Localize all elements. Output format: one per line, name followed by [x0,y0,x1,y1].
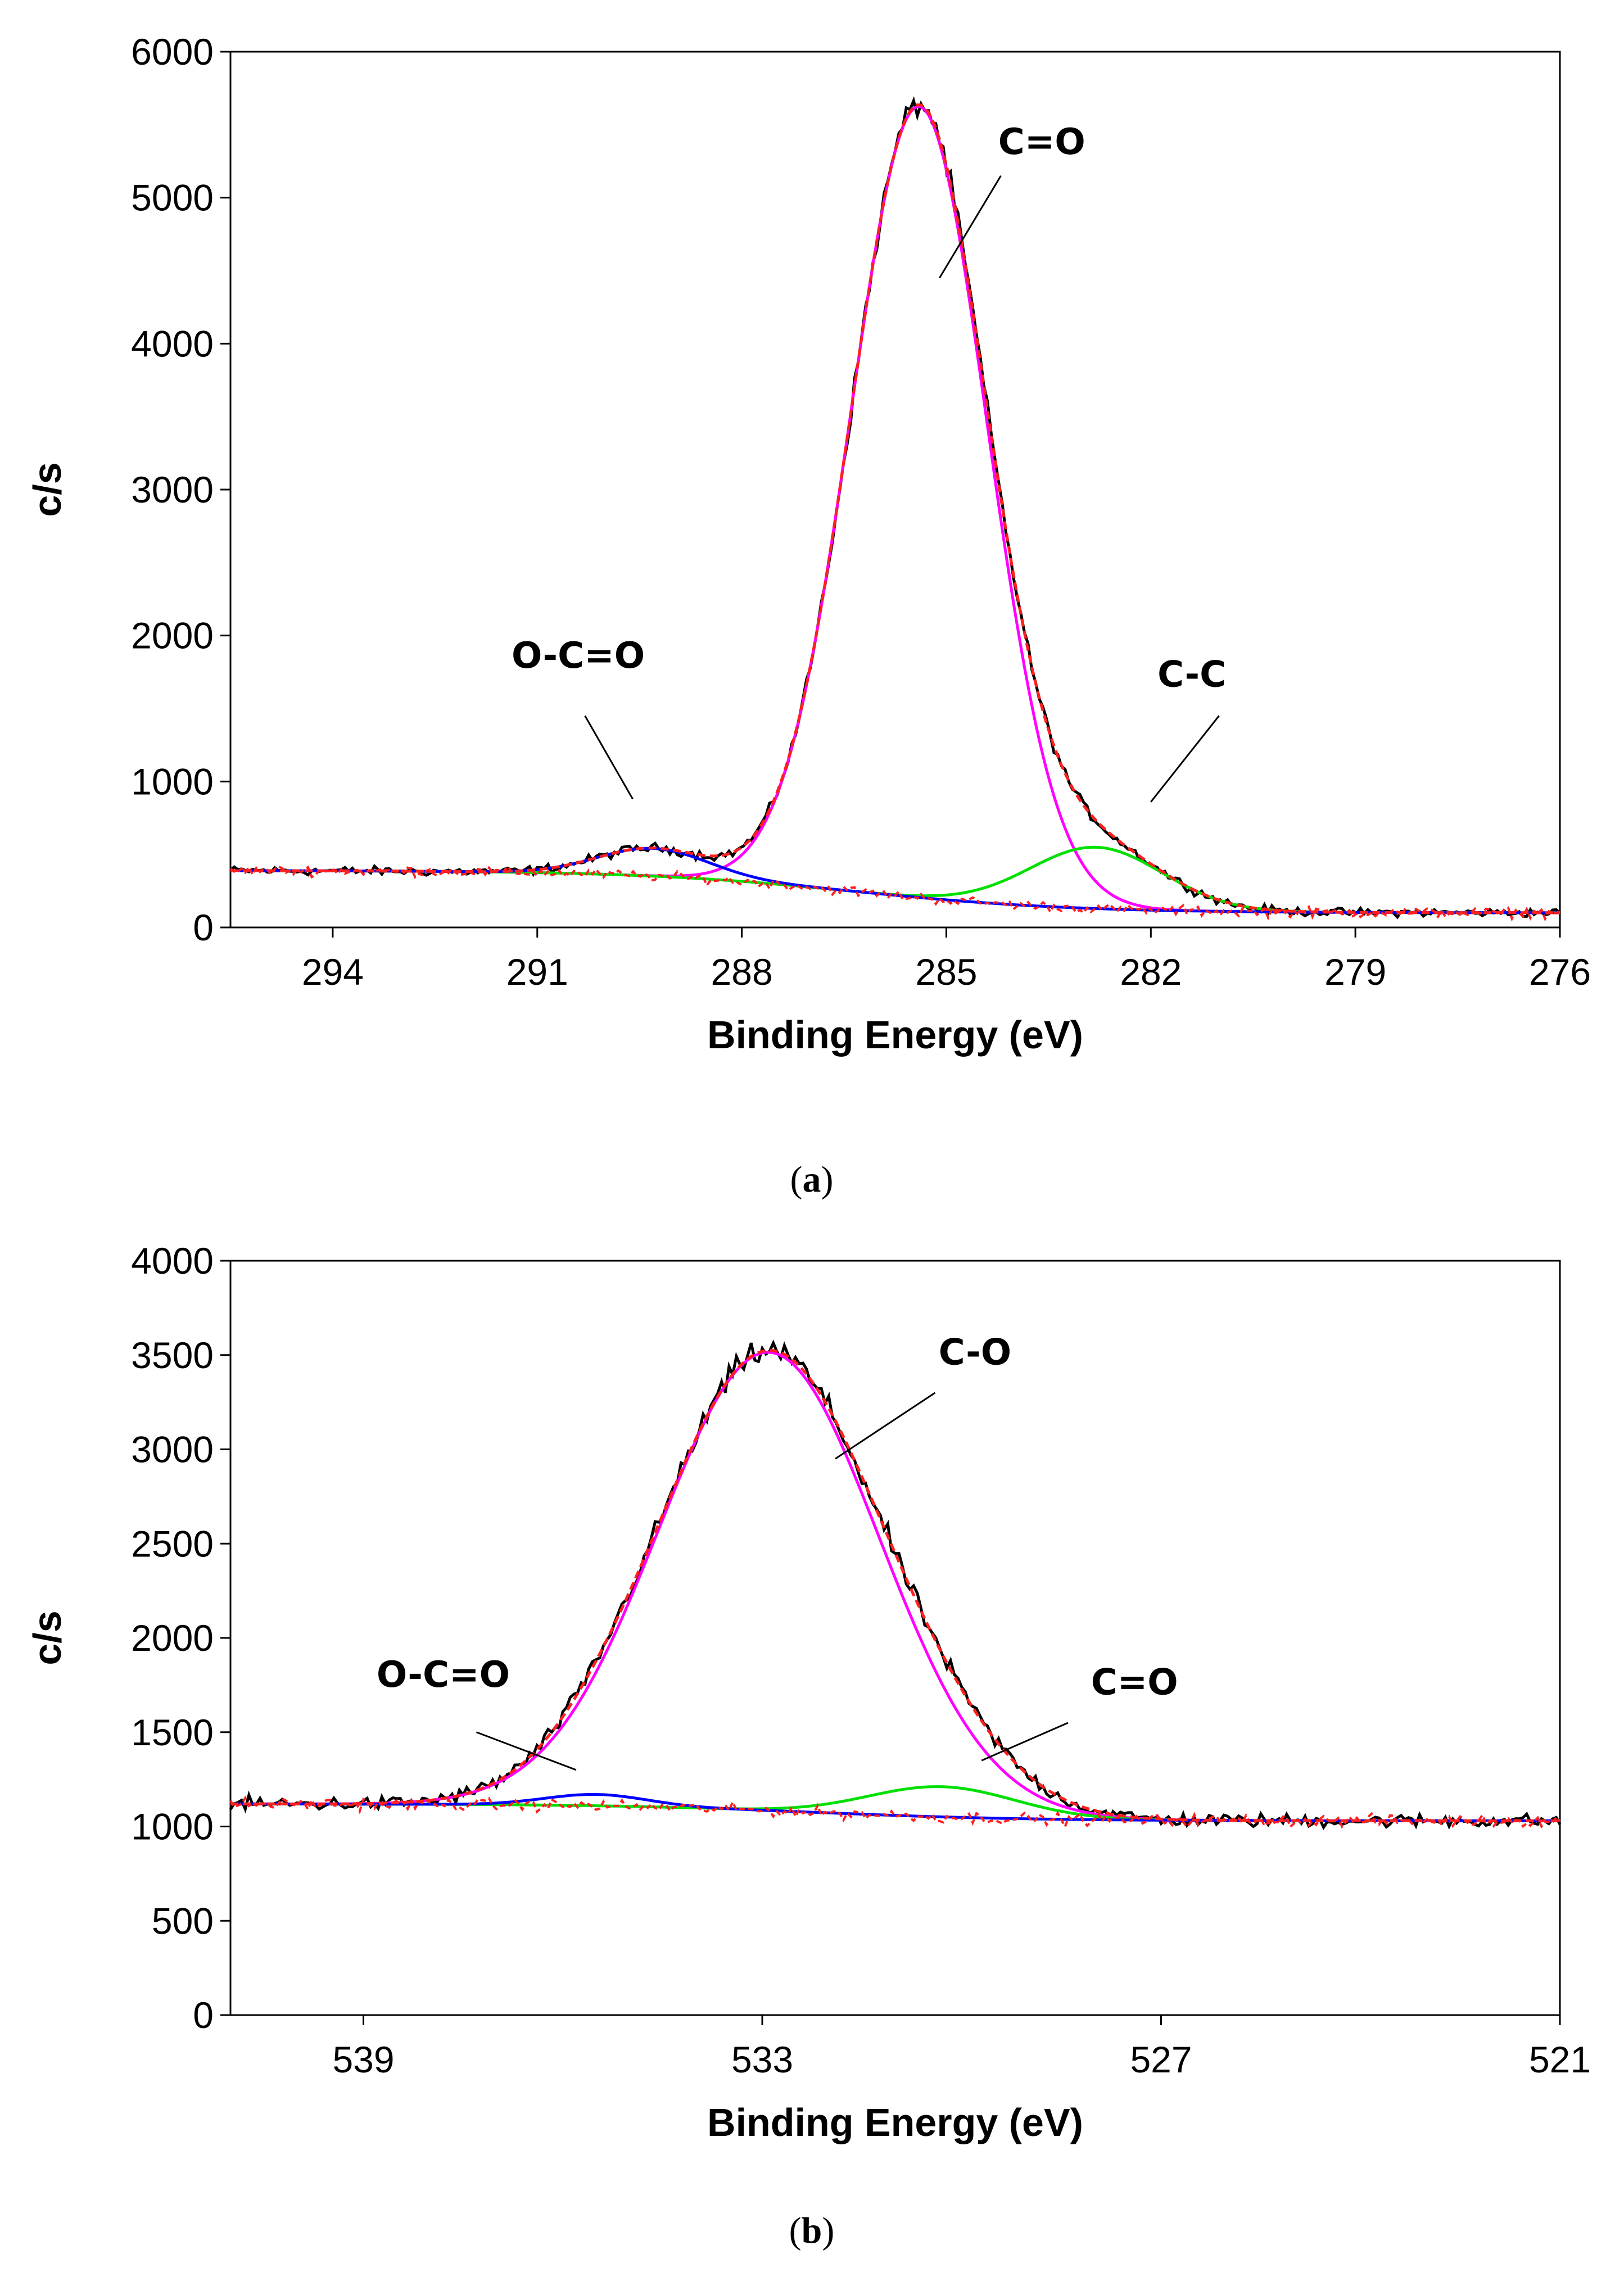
y-tick-label: 2000 [131,1617,214,1659]
x-tick-label: 291 [506,951,568,993]
component-line-main-peak [230,105,1560,915]
x-tick-label: 533 [731,2039,793,2080]
component-line-high-be_peak [230,847,1560,915]
x-tick-label: 521 [1529,2039,1591,2080]
component-line-high-be_peak [230,1793,1560,1822]
annotation-leader-line [939,175,1002,279]
annotation-leader-line [1150,715,1220,803]
y-tick-label: 6000 [131,31,214,73]
subfigure-caption: (b) [789,2210,835,2251]
x-tick-label: 285 [915,951,977,993]
y-tick-label: 2000 [131,615,214,657]
y-tick-label: 500 [152,1900,214,1941]
annotation-label: O-C=O [512,635,645,677]
x-tick-label: 276 [1529,951,1591,993]
annotation-leader-line [981,1722,1069,1762]
subfigure-caption: (a) [790,1159,834,1200]
y-tick-label: 3000 [131,1429,214,1470]
raw-spectrum-line [229,96,1561,920]
y-tick-label: 0 [193,907,214,948]
annotation-label: O-C=O [377,1654,510,1696]
x-tick-label: 527 [1130,2039,1192,2080]
y-tick-label: 0 [193,1994,214,2036]
y-tick-label: 3000 [131,469,214,510]
x-tick-label: 294 [302,951,364,993]
x-tick-label: 279 [1324,951,1386,993]
y-tick-label: 1000 [131,1806,214,1848]
envelope-fit-line [230,103,1560,915]
annotation-label: C=O [1091,1662,1178,1704]
raw-spectrum-line [229,1339,1562,1830]
y-tick-label: 4000 [131,1240,214,1282]
annotation-leader-line [476,1731,577,1771]
x-axis-label: Binding Energy (eV) [707,2101,1083,2144]
residual-line [229,1795,1561,1830]
annotation-leader-line [835,1392,936,1460]
y-tick-label: 3500 [131,1334,214,1376]
chart-a: 0 1000 2000 3000 4000 5000 6000 294 291 288 285 282… [25,31,1591,1200]
annotation-label: C-O [939,1332,1011,1374]
y-axis-label: c/s [25,462,69,517]
annotation-label: C-C [1157,654,1226,696]
x-tick-label: 539 [332,2039,394,2080]
x-tick-label: 282 [1120,951,1182,993]
y-tick-label: 1500 [131,1712,214,1753]
annotation-label: C=O [998,121,1085,163]
y-tick-label: 2500 [131,1523,214,1564]
y-tick-label: 5000 [131,177,214,219]
annotation-leader-line [584,715,634,800]
residual-line [229,864,1561,922]
plot-frame [229,51,1561,929]
y-tick-label: 4000 [131,323,214,364]
component-line-low-be_peak [230,845,1560,915]
y-tick-label: 1000 [131,761,214,802]
component-line-main-peak [230,1351,1560,1822]
y-axis-label: c/s [25,1610,69,1665]
x-axis-label: Binding Energy (eV) [707,1013,1083,1057]
chart-b: 0 500 1000 1500 2000 2500 3000 3500 4000 539 533 52… [25,1240,1591,2251]
envelope-fit-line [230,1348,1560,1822]
plot-frame [229,1260,1561,2016]
x-tick-label: 288 [711,951,773,993]
